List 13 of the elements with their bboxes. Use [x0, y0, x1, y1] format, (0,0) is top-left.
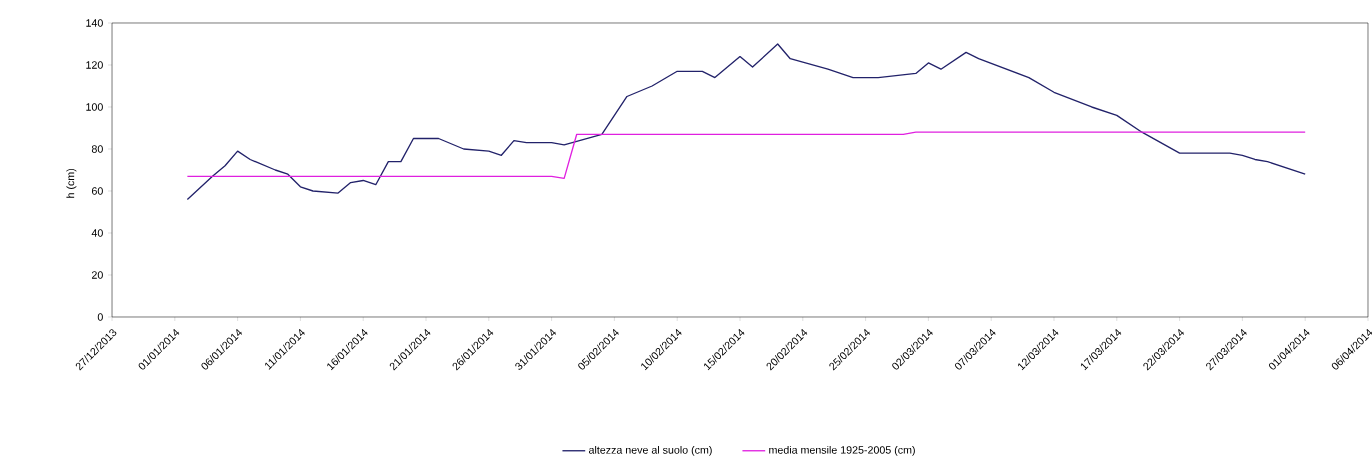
- y-tick-label: 60: [91, 187, 103, 195]
- y-tick-label: 80: [91, 145, 103, 153]
- legend-label: altezza neve al suolo (cm): [589, 445, 712, 456]
- line-series: [186, 43, 1306, 201]
- y-axis-title: h (cm): [66, 168, 77, 198]
- y-tick-label: 0: [97, 313, 103, 321]
- y-tick-label: 140: [86, 19, 103, 27]
- y-tick-label: 120: [86, 61, 103, 69]
- y-tick-label: 40: [91, 229, 103, 237]
- y-tick-label: 20: [91, 271, 103, 279]
- line-series: [186, 131, 1306, 180]
- legend-label: media mensile 1925-2005 (cm): [769, 445, 915, 456]
- y-tick-label: 100: [86, 103, 103, 111]
